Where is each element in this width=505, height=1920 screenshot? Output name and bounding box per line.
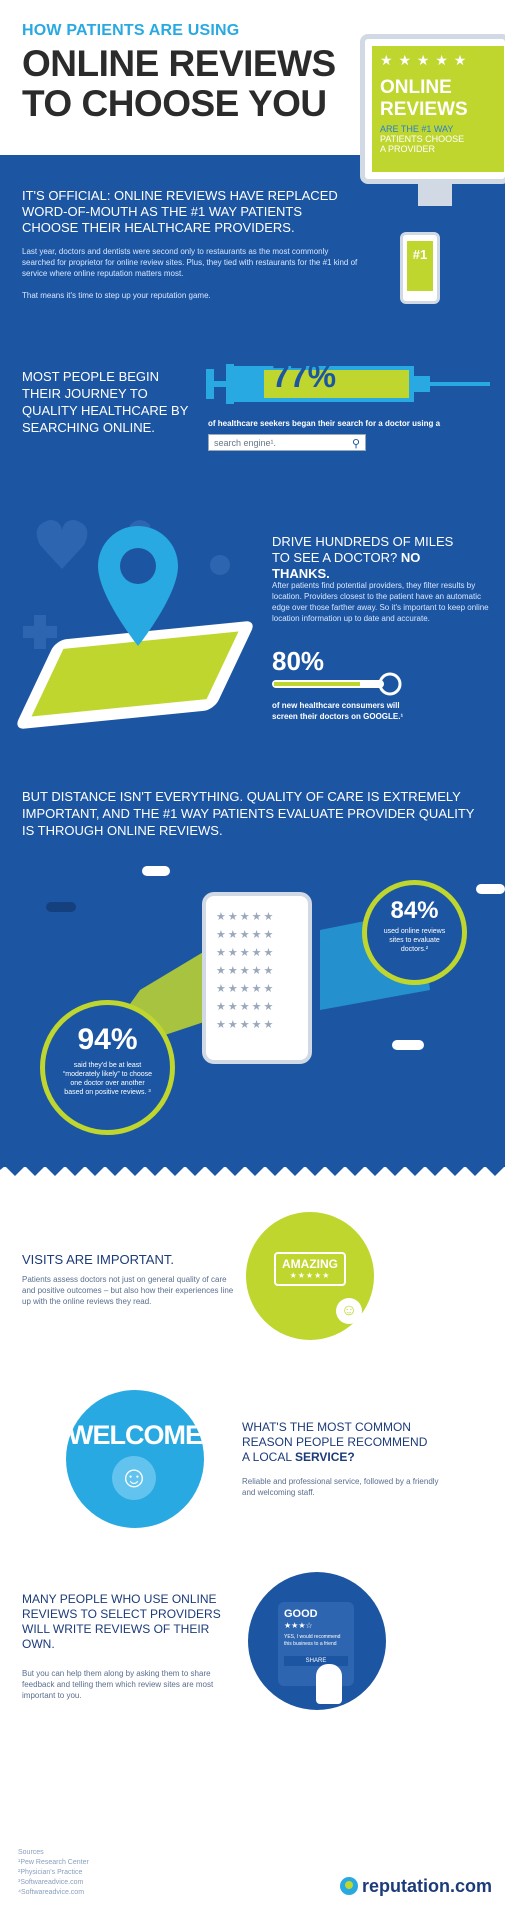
right-percent: 84% [390, 897, 439, 924]
monitor-line-1: ONLINE [380, 77, 452, 98]
smiley-icon: ☺ [336, 1298, 362, 1324]
intro-note: That means it's time to step up your rep… [22, 291, 211, 300]
visits-body: Patients assess doctors not just on gene… [22, 1275, 234, 1306]
search-caption: of healthcare seekers began their search… [208, 419, 441, 428]
monitor-sub-1: ARE THE #1 WAY [380, 124, 454, 134]
helicopter-icon [46, 902, 76, 912]
search-engine-box: search engine¹. ⚲ [208, 434, 366, 451]
phone-badge: #1 [407, 241, 433, 291]
stat-circle-right: 84% used online reviews sites to evaluat… [362, 880, 467, 985]
amazing-badge: AMAZING ★★★★★ [274, 1252, 346, 1286]
logo-mark-icon [340, 1877, 358, 1895]
amazing-badge-stars: ★★★★★ [289, 1271, 331, 1280]
page-title: ONLINE REVIEWS TO CHOOSE YOU [22, 44, 336, 124]
tablet-reviews-illustration: ★★★★★ ★★★★★ ★★★★★ ★★★★★ ★★★★★ ★★★★★ ★★★★★ [202, 892, 312, 1064]
source-item: ²Physician's Practice [18, 1869, 83, 1876]
intro-body: Last year, doctors and dentists were sec… [22, 247, 358, 278]
zigzag-edge [0, 1162, 505, 1176]
service-body: Reliable and professional service, follo… [242, 1477, 439, 1497]
review-card-stars: ★★★☆ [284, 1621, 313, 1630]
monitor-line-2: REVIEWS [380, 99, 468, 120]
amazing-circle: AMAZING ★★★★★ ☺ [246, 1212, 374, 1340]
monitor-illustration: ★ ★ ★ ★ ★ ONLINE REVIEWS ARE THE #1 WAY … [360, 34, 505, 304]
source-item: ⁴Softwareadvice.com [18, 1889, 85, 1896]
sources-title: Sources [18, 1849, 44, 1856]
syringe-illustration [206, 364, 490, 404]
title-line-1: ONLINE REVIEWS [22, 43, 336, 84]
service-heading-emph: SERVICE? [294, 1450, 355, 1464]
intro-lead: IT'S OFFICIAL: ONLINE REVIEWS HAVE REPLA… [22, 188, 338, 235]
cloud-icon [142, 866, 170, 876]
phone-illustration: #1 [400, 232, 440, 304]
amazing-badge-text: AMAZING [282, 1257, 338, 1271]
left-percent: 94% [77, 1023, 138, 1056]
search-lead: MOST PEOPLE BEGIN THEIR JOURNEY TO QUALI… [22, 369, 189, 435]
sources: Sources ¹Pew Research Center ²Physician'… [18, 1848, 89, 1898]
monitor-sub-3: A PROVIDER [380, 144, 436, 154]
distance-lead-text: DRIVE HUNDREDS OF MILES TO SEE A DOCTOR? [272, 534, 454, 565]
distance-body: After patients find potential providers,… [272, 581, 489, 623]
write-heading: MANY PEOPLE WHO USE ONLINE REVIEWS TO SE… [22, 1592, 221, 1651]
distance-lead-emph: NO THANKS. [272, 550, 421, 581]
magnifier-icon: ⚲ [351, 438, 360, 450]
stat-circle-left: 94% said they'd be at least “moderately … [40, 1000, 175, 1135]
share-button[interactable]: SHARE [284, 1656, 348, 1666]
left-caption: said they'd be at least “moderately like… [62, 1062, 153, 1096]
smiley-face-icon: ☺ [112, 1456, 156, 1500]
search-percent: 77% [272, 358, 337, 394]
right-caption: used online reviews sites to evaluate do… [383, 928, 446, 953]
distance-caption: of new healthcare consumers will screen … [272, 701, 404, 721]
logo-text: reputation.com [362, 1876, 493, 1896]
review-card-title: GOOD [284, 1608, 318, 1620]
monitor-stars: ★ ★ ★ ★ ★ [380, 52, 468, 68]
review-card-text: YES, I would recommend this business to … [284, 1634, 341, 1647]
map-pin-icon [98, 526, 178, 646]
hand-pointer-icon [316, 1664, 342, 1704]
title-line-2: TO CHOOSE YOU [22, 83, 327, 124]
cloud-icon-right [476, 884, 505, 894]
service-heading-text: WHAT'S THE MOST COMMON REASON PEOPLE REC… [242, 1420, 428, 1464]
quality-lead: BUT DISTANCE ISN'T EVERYTHING. QUALITY O… [22, 789, 475, 838]
cloud-icon-lower [392, 1040, 424, 1050]
reputation-logo: reputation.com [340, 1876, 492, 1897]
service-heading: WHAT'S THE MOST COMMON REASON PEOPLE REC… [242, 1420, 432, 1465]
write-body: But you can help them along by asking th… [22, 1669, 214, 1700]
search-engine-text: search engine¹. [214, 438, 277, 448]
review-star-grid: ★★★★★ ★★★★★ ★★★★★ ★★★★★ ★★★★★ ★★★★★ ★★★★★ [216, 911, 276, 1031]
welcome-circle: WELCOME ☺ [66, 1390, 204, 1528]
thermometer-illustration [272, 672, 402, 696]
distance-percent: 80% [272, 646, 325, 676]
visits-heading: VISITS ARE IMPORTANT. [22, 1252, 174, 1267]
monitor-sub-2: PATIENTS CHOOSE [380, 134, 465, 144]
source-item: ³Softwareadvice.com [18, 1879, 84, 1886]
header-kicker: HOW PATIENTS ARE USING [22, 22, 240, 39]
source-item: ¹Pew Research Center [18, 1859, 89, 1866]
welcome-text: WELCOME [68, 1420, 203, 1450]
distance-lead: DRIVE HUNDREDS OF MILES TO SEE A DOCTOR?… [272, 534, 462, 582]
review-card-circle: GOOD ★★★☆ YES, I would recommend this bu… [248, 1572, 386, 1710]
